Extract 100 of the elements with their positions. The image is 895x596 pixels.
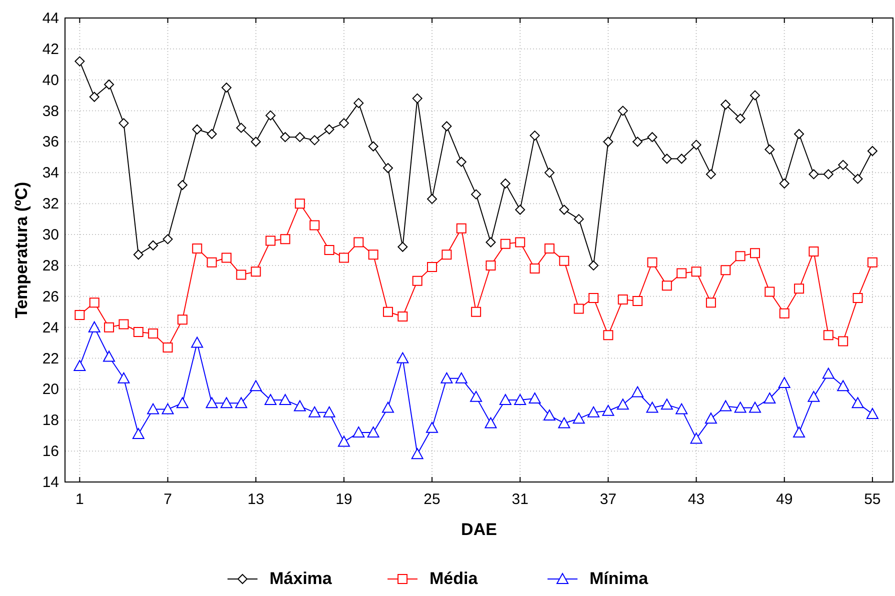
point — [280, 132, 290, 142]
legend-label: Máxima — [270, 569, 332, 588]
y-tick-label: 36 — [42, 134, 59, 151]
point — [310, 220, 320, 230]
y-tick-label: 24 — [42, 319, 59, 336]
y-tick-label: 14 — [42, 474, 59, 491]
point — [442, 121, 452, 132]
point — [618, 294, 628, 304]
point — [470, 390, 482, 402]
point — [133, 250, 144, 260]
point — [412, 93, 422, 104]
point — [132, 428, 144, 440]
point — [484, 417, 497, 428]
point — [676, 268, 687, 278]
point — [706, 169, 716, 180]
point — [368, 250, 378, 260]
point — [294, 198, 305, 209]
point — [133, 326, 144, 337]
point — [749, 402, 761, 413]
point — [499, 394, 512, 406]
point — [74, 310, 85, 320]
point — [250, 136, 261, 147]
point — [691, 266, 702, 277]
point — [382, 402, 394, 413]
point — [500, 178, 510, 188]
point — [662, 154, 672, 164]
point — [147, 403, 160, 414]
point — [220, 397, 232, 408]
point — [602, 404, 614, 416]
y-tick-label: 28 — [42, 257, 59, 274]
point — [750, 248, 760, 258]
point — [266, 236, 276, 246]
point — [808, 246, 819, 257]
point — [148, 328, 158, 339]
point — [486, 260, 496, 270]
point — [574, 214, 584, 224]
point — [838, 160, 848, 170]
point — [676, 154, 687, 164]
point — [720, 400, 732, 412]
point — [308, 406, 321, 418]
point — [528, 392, 541, 404]
point — [367, 426, 380, 438]
point — [720, 265, 731, 276]
point — [500, 238, 510, 249]
point — [398, 242, 408, 252]
point — [192, 243, 202, 254]
point — [426, 422, 438, 433]
point — [837, 380, 850, 392]
point — [236, 270, 246, 280]
legend-label: Média — [430, 569, 478, 588]
point — [822, 368, 834, 379]
point — [647, 257, 658, 268]
point — [794, 284, 804, 294]
point — [236, 122, 246, 133]
point — [206, 257, 217, 268]
point — [603, 136, 614, 147]
point — [632, 136, 643, 147]
point — [588, 406, 600, 418]
point — [660, 398, 673, 410]
y-tick-label: 34 — [42, 164, 59, 182]
point — [558, 417, 570, 428]
point — [632, 296, 643, 306]
y-tick-label: 16 — [42, 443, 59, 460]
point — [514, 394, 526, 406]
point — [206, 397, 218, 408]
point — [162, 403, 174, 414]
y-tick-label: 44 — [42, 10, 59, 27]
point — [354, 98, 364, 108]
point — [294, 132, 305, 142]
point — [544, 243, 554, 254]
point — [867, 146, 878, 156]
y-tick-label: 42 — [42, 40, 59, 58]
point — [471, 189, 482, 200]
point — [764, 392, 776, 404]
point — [162, 234, 173, 244]
point — [250, 380, 262, 392]
point — [823, 330, 834, 340]
point — [632, 386, 644, 398]
point — [192, 124, 202, 134]
x-tick-label: 49 — [776, 491, 793, 508]
point — [544, 168, 554, 178]
point — [618, 106, 628, 116]
point — [442, 250, 452, 260]
point — [177, 180, 188, 190]
point — [779, 308, 790, 318]
y-tick-label: 26 — [42, 288, 59, 306]
point — [691, 140, 702, 150]
x-tick-label: 31 — [512, 491, 528, 508]
point — [324, 245, 334, 255]
point — [690, 432, 702, 444]
point — [352, 426, 365, 438]
point — [368, 141, 378, 152]
point — [603, 330, 614, 340]
point — [382, 306, 393, 317]
point — [852, 292, 863, 303]
point — [338, 436, 350, 447]
point — [808, 390, 820, 402]
point — [735, 251, 746, 262]
point — [323, 406, 336, 418]
x-tick-label: 13 — [248, 491, 264, 508]
